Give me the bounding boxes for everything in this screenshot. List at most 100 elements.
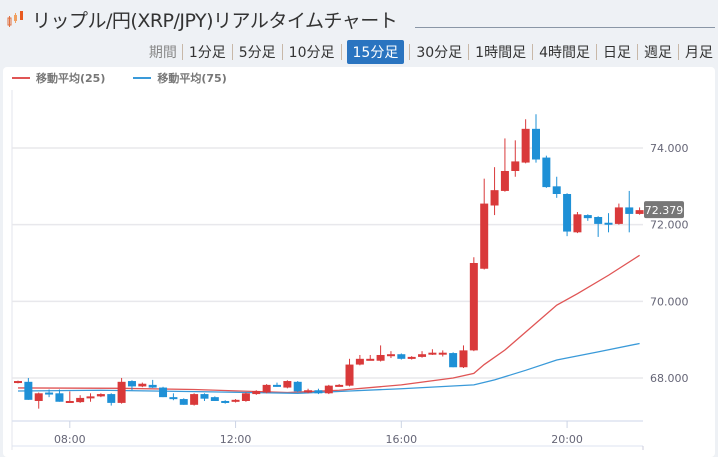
tab-period-5[interactable]: 1時間足 (475, 45, 527, 61)
last-price-badge (644, 201, 684, 219)
tab-period-4[interactable]: 30分足 (416, 45, 463, 61)
y-tick-label: 72.000 (650, 219, 689, 232)
x-tick-label: 16:00 (385, 433, 417, 446)
legend-label: 移動平均(75) (157, 72, 227, 85)
page-title: リップル/円(XRP/JPY)リアルタイムチャート (32, 9, 398, 32)
tab-separator (231, 44, 233, 60)
candle-up (231, 399, 240, 402)
candle-up (335, 384, 344, 387)
x-tick-label: 20:00 (551, 433, 583, 446)
tab-separator (409, 44, 411, 60)
y-tick-label: 68.000 (650, 372, 689, 385)
candle-up (283, 381, 292, 388)
x-tick-label: 12:00 (220, 433, 252, 446)
candle-up (469, 262, 478, 351)
legend-swatch (133, 77, 152, 79)
legend-item-ma75[interactable]: 移動平均(75) (133, 70, 227, 86)
candle-up (86, 396, 95, 399)
candle-up (614, 207, 623, 224)
last-price-label: 72.379 (645, 204, 684, 217)
candle-up (376, 354, 385, 361)
candlestick-logo-icon (7, 11, 23, 27)
tab-separator (532, 44, 534, 60)
candle-down (148, 384, 157, 388)
ma-line-25 (17, 254, 640, 394)
candle-down (552, 186, 561, 194)
candle-down (293, 381, 302, 392)
page-header: リップル/円(XRP/JPY)リアルタイムチャート (6, 5, 398, 33)
candle-up (76, 397, 85, 403)
candle-up (190, 394, 199, 405)
candle-up (65, 400, 74, 403)
candle-up (138, 383, 147, 387)
tab-period-2[interactable]: 10分足 (288, 45, 335, 61)
candle-up (521, 128, 530, 163)
period-label: 期間 (148, 45, 177, 61)
tab-period-6[interactable]: 4時間足 (539, 45, 590, 61)
candle-up (252, 391, 261, 395)
candle-up (241, 393, 250, 401)
candle-down (169, 397, 178, 400)
candle-down (604, 222, 613, 225)
tab-period-9[interactable]: 月足 (685, 45, 713, 61)
candle-down (625, 207, 634, 214)
tab-period-8[interactable]: 週足 (644, 45, 672, 61)
candle-down (583, 215, 592, 219)
tab-period-1[interactable]: 5分足 (238, 45, 276, 61)
legend-item-ma25[interactable]: 移動平均(25) (12, 70, 105, 86)
candle-down (210, 397, 219, 401)
candle-up (490, 190, 499, 206)
candle-up (428, 352, 437, 355)
candle-down (594, 216, 603, 224)
candle-up (355, 358, 364, 365)
candle-up (345, 364, 354, 386)
candle-up (324, 385, 333, 394)
tab-separator (281, 44, 283, 60)
candle-down (532, 128, 540, 160)
x-tick-label: 08:00 (54, 433, 86, 446)
candle-down (55, 393, 64, 402)
chart-legend: 移動平均(25) 移動平均(75) (12, 70, 255, 86)
candle-down (159, 387, 168, 398)
legend-swatch (12, 77, 30, 79)
tab-period-7[interactable]: 日足 (603, 45, 631, 61)
tab-separator (637, 44, 638, 60)
candle-up (635, 210, 644, 214)
candle-up (34, 393, 43, 401)
tab-separator (678, 44, 679, 60)
candle-up (407, 356, 416, 359)
tab-period-3[interactable]: 15分足 (346, 40, 405, 64)
candle-up (386, 354, 395, 357)
y-tick-label: 70.000 (650, 295, 689, 308)
candle-down (24, 381, 33, 400)
candle-up (117, 381, 126, 403)
candle-up (418, 354, 427, 357)
ma-line-75 (17, 342, 640, 394)
candle-up (500, 170, 509, 191)
candle-up (511, 161, 520, 171)
candle-up (459, 350, 468, 368)
tab-separator (181, 44, 183, 60)
candle-up (14, 381, 22, 384)
candle-down (314, 390, 323, 394)
candle-down (200, 394, 209, 399)
legend-label: 移動平均(25) (36, 72, 106, 85)
candle-up (438, 352, 447, 355)
candle-up (573, 214, 582, 233)
candle-down (273, 384, 281, 387)
candle-up (304, 390, 313, 393)
tab-separator (340, 44, 342, 60)
candle-down (179, 399, 188, 405)
candle-down (397, 354, 406, 359)
candle-down (221, 400, 230, 403)
title-underline (415, 27, 715, 28)
candle-up (366, 358, 375, 361)
candle-up (262, 384, 271, 393)
tab-period-0[interactable]: 1分足 (188, 45, 226, 61)
candle-down (127, 381, 136, 387)
y-tick-label: 74.000 (650, 142, 689, 155)
tab-separator (468, 44, 470, 60)
candle-down (542, 157, 551, 188)
candle-down (107, 394, 116, 403)
